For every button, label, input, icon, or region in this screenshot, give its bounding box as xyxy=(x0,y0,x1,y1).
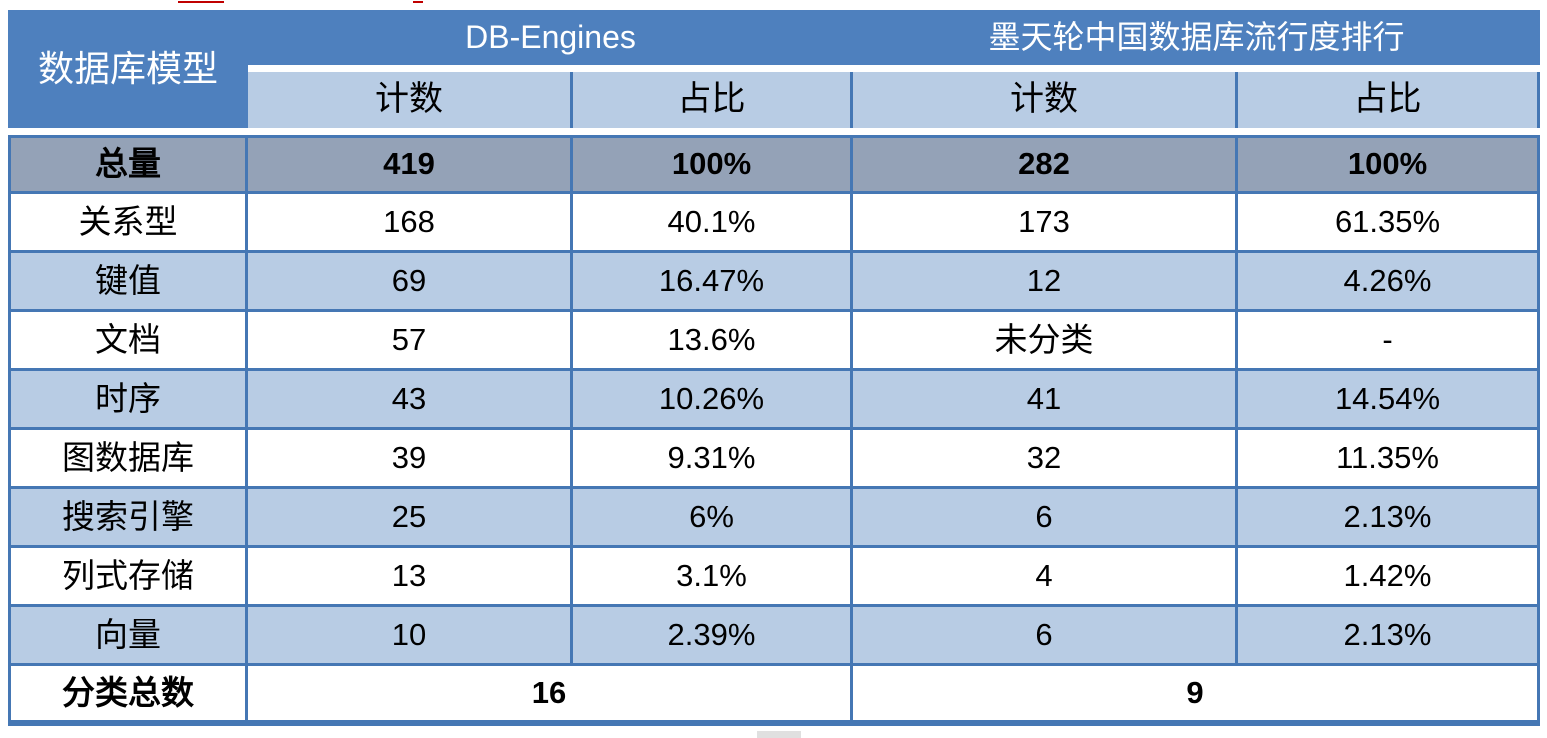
database-model-comparison-table: 数据库模型 DB-Engines 墨天轮中国数据库流行度排行 计数 占比 计数 … xyxy=(8,10,1541,726)
subheader-modb-count: 计数 xyxy=(853,72,1238,128)
subheader-row: 计数 占比 计数 占比 xyxy=(8,72,1541,128)
cropped-text-artifact xyxy=(413,1,423,3)
table-row: 时序 43 10.26% 41 14.54% xyxy=(8,371,1541,430)
row-label: 总量 xyxy=(8,135,248,194)
cell-value: 173 xyxy=(853,194,1238,253)
cell-value: 12 xyxy=(853,253,1238,312)
cell-value: 2.13% xyxy=(1238,607,1541,666)
row-label: 向量 xyxy=(8,607,248,666)
table-row: 列式存储 13 3.1% 4 1.42% xyxy=(8,548,1541,607)
cell-value: 25 xyxy=(248,489,573,548)
cell-value: 39 xyxy=(248,430,573,489)
cropped-edge-artifact xyxy=(757,731,801,738)
table-row: 向量 10 2.39% 6 2.13% xyxy=(8,607,1541,666)
table-row: 文档 57 13.6% 未分类 - xyxy=(8,312,1541,371)
table-row-total: 总量 419 100% 282 100% xyxy=(8,135,1541,194)
cell-value: 6% xyxy=(573,489,853,548)
cropped-text-artifact xyxy=(178,1,224,3)
cell-value: 4.26% xyxy=(1238,253,1541,312)
cell-value: 13 xyxy=(248,548,573,607)
table-row: 关系型 168 40.1% 173 61.35% xyxy=(8,194,1541,253)
subheader-modb-share: 占比 xyxy=(1238,72,1541,128)
header-group-row: 数据库模型 DB-Engines 墨天轮中国数据库流行度排行 xyxy=(8,10,1541,128)
cell-value: 40.1% xyxy=(573,194,853,253)
cell-value: 未分类 xyxy=(853,312,1238,371)
table-row: 键值 69 16.47% 12 4.26% xyxy=(8,253,1541,312)
header-body-gap-row xyxy=(8,128,1541,135)
header-group-modb-china-ranking: 墨天轮中国数据库流行度排行 xyxy=(853,10,1541,65)
row-label: 列式存储 xyxy=(8,548,248,607)
cell-value: 3.1% xyxy=(573,548,853,607)
cell-value: 2.39% xyxy=(573,607,853,666)
footer-count-modb: 9 xyxy=(853,666,1541,726)
cell-value: 32 xyxy=(853,430,1238,489)
gap-cell xyxy=(8,128,1541,135)
cell-value: 1.42% xyxy=(1238,548,1541,607)
header-gap-row xyxy=(8,65,1541,72)
cell-value: 43 xyxy=(248,371,573,430)
cell-value: 4 xyxy=(853,548,1238,607)
cell-value: 100% xyxy=(1238,135,1541,194)
table-row: 搜索引擎 25 6% 6 2.13% xyxy=(8,489,1541,548)
row-label: 搜索引擎 xyxy=(8,489,248,548)
cell-value: 9.31% xyxy=(573,430,853,489)
cell-value: 282 xyxy=(853,135,1238,194)
cell-value: 6 xyxy=(853,489,1238,548)
subheader-dbengines-count: 计数 xyxy=(248,72,573,128)
cell-value: 419 xyxy=(248,135,573,194)
row-label: 图数据库 xyxy=(8,430,248,489)
cell-value: - xyxy=(1238,312,1541,371)
cell-value: 14.54% xyxy=(1238,371,1541,430)
cell-value: 57 xyxy=(248,312,573,371)
table-row-category-count: 分类总数 16 9 xyxy=(8,666,1541,726)
cell-value: 10.26% xyxy=(573,371,853,430)
row-label: 文档 xyxy=(8,312,248,371)
footer-count-dbengines: 16 xyxy=(248,666,853,726)
cell-value: 41 xyxy=(853,371,1238,430)
cell-value: 16.47% xyxy=(573,253,853,312)
cell-value: 100% xyxy=(573,135,853,194)
cell-value: 11.35% xyxy=(1238,430,1541,489)
cell-value: 10 xyxy=(248,607,573,666)
row-label: 键值 xyxy=(8,253,248,312)
cell-value: 69 xyxy=(248,253,573,312)
row-label: 关系型 xyxy=(8,194,248,253)
cell-value: 61.35% xyxy=(1238,194,1541,253)
subheader-dbengines-share: 占比 xyxy=(573,72,853,128)
header-group-db-engines: DB-Engines xyxy=(248,10,853,65)
cell-value: 2.13% xyxy=(1238,489,1541,548)
corner-header-database-model: 数据库模型 xyxy=(8,10,248,128)
table-row: 图数据库 39 9.31% 32 11.35% xyxy=(8,430,1541,489)
row-label: 分类总数 xyxy=(8,666,248,726)
cell-value: 6 xyxy=(853,607,1238,666)
cell-value: 13.6% xyxy=(573,312,853,371)
cell-value: 168 xyxy=(248,194,573,253)
gap-cell xyxy=(248,65,1541,72)
row-label: 时序 xyxy=(8,371,248,430)
